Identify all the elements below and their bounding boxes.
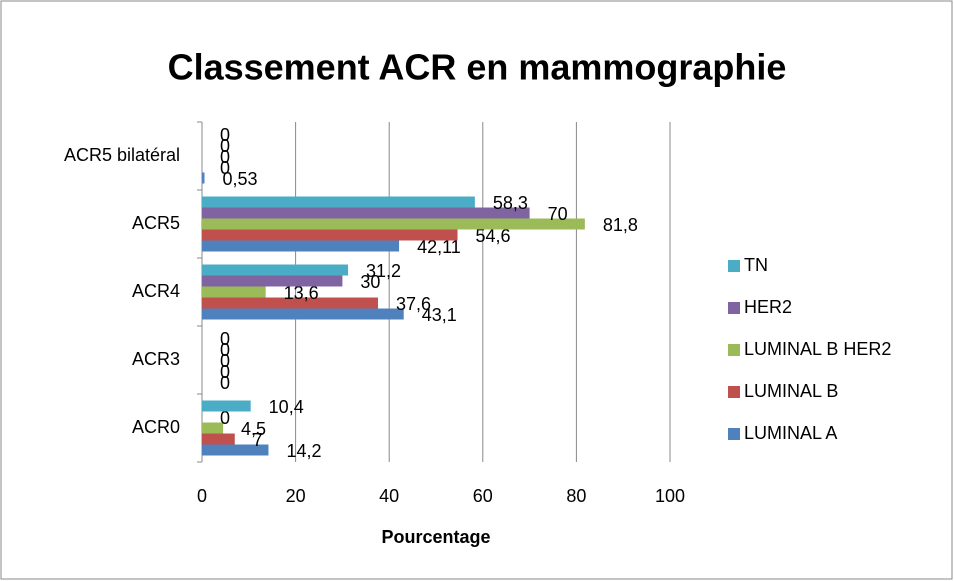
bar: [202, 196, 475, 208]
data-label: 0: [220, 136, 230, 156]
bar: [202, 286, 266, 298]
bar: [202, 264, 349, 276]
bar: [202, 275, 343, 287]
legend-label: LUMINAL B HER2: [744, 339, 891, 359]
data-label: 54,6: [476, 226, 511, 246]
data-label: 43,1: [422, 305, 457, 325]
y-tick-label: ACR3: [132, 349, 180, 369]
legend-swatch: [728, 344, 740, 356]
x-tick-label: 40: [379, 486, 399, 506]
data-label: 0: [220, 125, 230, 145]
bar: [202, 207, 530, 219]
legend-label: TN: [744, 255, 768, 275]
data-label: 42,11: [417, 237, 461, 257]
bar: [202, 240, 400, 252]
x-axis-label: Pourcentage: [381, 527, 490, 547]
data-label: 0: [220, 329, 230, 349]
legend-label: LUMINAL A: [744, 423, 837, 443]
bar: [202, 444, 269, 456]
data-label: 70: [548, 204, 568, 224]
y-tick-label: ACR4: [132, 281, 180, 301]
data-label: 0: [220, 373, 230, 393]
legend-swatch: [728, 302, 740, 314]
legend-label: HER2: [744, 297, 792, 317]
legend-swatch: [728, 386, 740, 398]
bar: [202, 433, 235, 445]
data-label: 0: [220, 147, 230, 167]
x-tick-label: 20: [286, 486, 306, 506]
data-label: 0: [220, 158, 230, 178]
bar: [202, 308, 404, 320]
data-label: 0: [220, 340, 230, 360]
data-label: 0,53: [222, 169, 257, 189]
data-label: 31,2: [366, 261, 401, 281]
bar: [202, 400, 251, 412]
data-label: 37,6: [396, 294, 431, 314]
data-label: 58,3: [493, 193, 528, 213]
y-tick-label: ACR5 bilatéral: [64, 145, 180, 165]
bar: [202, 422, 224, 434]
bar: [202, 297, 378, 309]
data-label: 30: [360, 272, 380, 292]
bar: [202, 229, 458, 241]
y-tick-label: ACR5: [132, 213, 180, 233]
bar: [202, 172, 205, 184]
bar: [202, 218, 585, 230]
legend-swatch: [728, 428, 740, 440]
x-tick-label: 60: [473, 486, 493, 506]
chart-title: Classement ACR en mammographie: [168, 47, 787, 88]
data-label: 7: [253, 430, 263, 450]
data-label: 13,6: [284, 283, 319, 303]
data-label: 0: [220, 408, 230, 428]
data-label: 0: [220, 351, 230, 371]
x-tick-label: 0: [197, 486, 207, 506]
data-label: 81,8: [603, 215, 638, 235]
legend-swatch: [728, 260, 740, 272]
x-tick-label: 100: [655, 486, 685, 506]
data-label: 4,5: [241, 419, 266, 439]
data-label: 0: [220, 362, 230, 382]
data-label: 10,4: [269, 397, 304, 417]
data-label: 14,2: [286, 441, 321, 461]
legend-label: LUMINAL B: [744, 381, 838, 401]
x-tick-label: 80: [566, 486, 586, 506]
y-tick-label: ACR0: [132, 417, 180, 437]
